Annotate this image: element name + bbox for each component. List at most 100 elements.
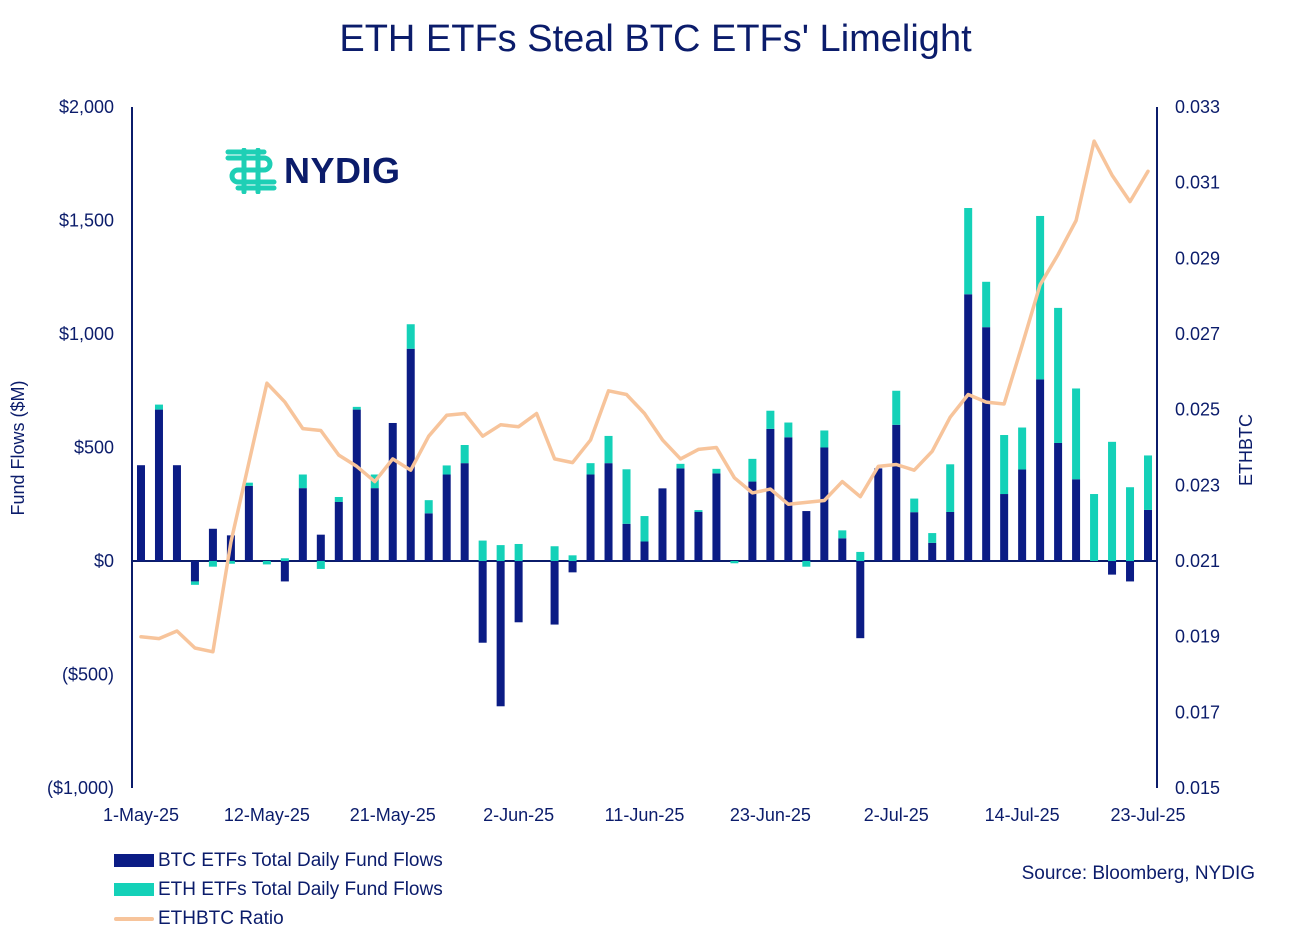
btc-bar bbox=[1144, 509, 1153, 561]
legend-label-eth: ETH ETFs Total Daily Fund Flows bbox=[158, 878, 443, 900]
eth-bar bbox=[892, 390, 901, 425]
btc-bar bbox=[712, 473, 721, 561]
y-tick-label: $1,000 bbox=[59, 324, 114, 344]
y2-tick-label: 0.033 bbox=[1175, 97, 1220, 117]
btc-bar bbox=[856, 561, 865, 639]
eth-bar bbox=[154, 404, 163, 410]
legend-swatch-btc bbox=[114, 854, 154, 867]
btc-bar bbox=[1108, 561, 1117, 575]
eth-bar bbox=[910, 498, 919, 513]
eth-bar bbox=[1108, 441, 1117, 561]
btc-bar bbox=[172, 465, 181, 561]
eth-bar bbox=[766, 410, 775, 429]
btc-bar bbox=[658, 488, 667, 561]
btc-bar bbox=[496, 561, 505, 707]
btc-bar bbox=[874, 468, 883, 561]
eth-bar bbox=[838, 530, 847, 539]
nydig-logo-icon bbox=[225, 148, 277, 194]
x-tick-label: 23-Jun-25 bbox=[730, 805, 811, 825]
eth-bar bbox=[622, 469, 631, 524]
eth-bar bbox=[334, 496, 343, 502]
btc-bar bbox=[136, 465, 145, 561]
x-tick-label: 12-May-25 bbox=[224, 805, 310, 825]
x-tick-label: 2-Jul-25 bbox=[864, 805, 929, 825]
chart-bars bbox=[136, 208, 1153, 707]
eth-bar bbox=[496, 545, 505, 561]
eth-bar bbox=[676, 463, 685, 469]
eth-bar bbox=[190, 581, 199, 585]
y-tick-label: ($500) bbox=[62, 665, 114, 685]
btc-bar bbox=[1018, 469, 1027, 561]
btc-bar bbox=[1036, 379, 1045, 561]
btc-bar bbox=[694, 511, 703, 561]
btc-bar bbox=[622, 523, 631, 561]
x-tick-label: 23-Jul-25 bbox=[1110, 805, 1185, 825]
legend-label-btc: BTC ETFs Total Daily Fund Flows bbox=[158, 849, 443, 871]
eth-bar bbox=[586, 463, 595, 475]
eth-bar bbox=[856, 551, 865, 561]
eth-bar bbox=[424, 500, 433, 514]
eth-bar bbox=[748, 458, 757, 482]
legend-swatch-ratio bbox=[114, 916, 154, 921]
btc-bar bbox=[244, 485, 253, 561]
btc-bar bbox=[964, 294, 973, 561]
legend-item-eth: ETH ETFs Total Daily Fund Flows bbox=[114, 875, 443, 904]
y-axis-title: Fund Flows ($M) bbox=[8, 380, 28, 515]
btc-bar bbox=[784, 437, 793, 561]
eth-bar bbox=[514, 543, 523, 561]
btc-bar bbox=[298, 488, 307, 561]
chart-tick-labels: ($1,000) ($500) $0 $500 $1,000 $1,500 $2,000 0.… bbox=[47, 97, 1220, 825]
eth-bar bbox=[478, 540, 487, 561]
eth-bar bbox=[1072, 388, 1081, 480]
btc-bar bbox=[190, 561, 199, 582]
btc-bar bbox=[370, 488, 379, 561]
btc-bar bbox=[460, 463, 469, 561]
btc-bar bbox=[910, 512, 919, 561]
y-tick-label: $500 bbox=[74, 438, 114, 458]
btc-bar bbox=[334, 501, 343, 561]
btc-bar bbox=[820, 447, 829, 561]
btc-bar bbox=[208, 528, 217, 561]
btc-bar bbox=[316, 534, 325, 561]
eth-bar bbox=[550, 546, 559, 561]
eth-bar bbox=[730, 561, 739, 564]
btc-bar bbox=[1000, 494, 1009, 561]
btc-bar bbox=[586, 474, 595, 561]
y-tick-label: $2,000 bbox=[59, 97, 114, 117]
btc-bar bbox=[928, 542, 937, 561]
chart-title: ETH ETFs Steal BTC ETFs' Limelight bbox=[339, 18, 972, 60]
btc-bar bbox=[766, 428, 775, 561]
eth-bar bbox=[640, 516, 649, 542]
eth-bar bbox=[442, 465, 451, 475]
btc-bar bbox=[1126, 561, 1135, 582]
y-tick-label: $0 bbox=[94, 551, 114, 571]
x-tick-label: 11-Jun-25 bbox=[605, 805, 685, 825]
y2-tick-label: 0.023 bbox=[1175, 475, 1220, 495]
btc-bar bbox=[1054, 442, 1063, 561]
eth-bar bbox=[964, 208, 973, 295]
y2-axis-title: ETHBTC bbox=[1236, 414, 1256, 486]
legend-label-ratio: ETHBTC Ratio bbox=[158, 907, 284, 929]
eth-bar bbox=[1018, 427, 1027, 470]
eth-bar bbox=[226, 561, 235, 564]
btc-bar bbox=[640, 541, 649, 561]
eth-bar bbox=[694, 510, 703, 512]
y-tick-label: ($1,000) bbox=[47, 778, 114, 798]
eth-bar bbox=[298, 474, 307, 489]
y-tick-label: $1,500 bbox=[59, 211, 114, 231]
btc-bar bbox=[280, 561, 289, 582]
chart-legend: BTC ETFs Total Daily Fund Flows ETH ETFs… bbox=[114, 846, 443, 933]
y2-tick-label: 0.019 bbox=[1175, 627, 1220, 647]
ethbtc-ratio-line bbox=[139, 139, 1150, 654]
btc-bar bbox=[406, 348, 415, 561]
source-note: Source: Bloomberg, NYDIG bbox=[1021, 863, 1255, 884]
btc-bar bbox=[388, 422, 397, 561]
btc-bar bbox=[1072, 479, 1081, 561]
x-tick-label: 21-May-25 bbox=[350, 805, 436, 825]
eth-bar bbox=[712, 468, 721, 474]
btc-bar bbox=[568, 561, 577, 573]
chart-ratio-line bbox=[139, 139, 1150, 654]
btc-bar bbox=[946, 511, 955, 561]
eth-bar bbox=[1144, 455, 1153, 510]
